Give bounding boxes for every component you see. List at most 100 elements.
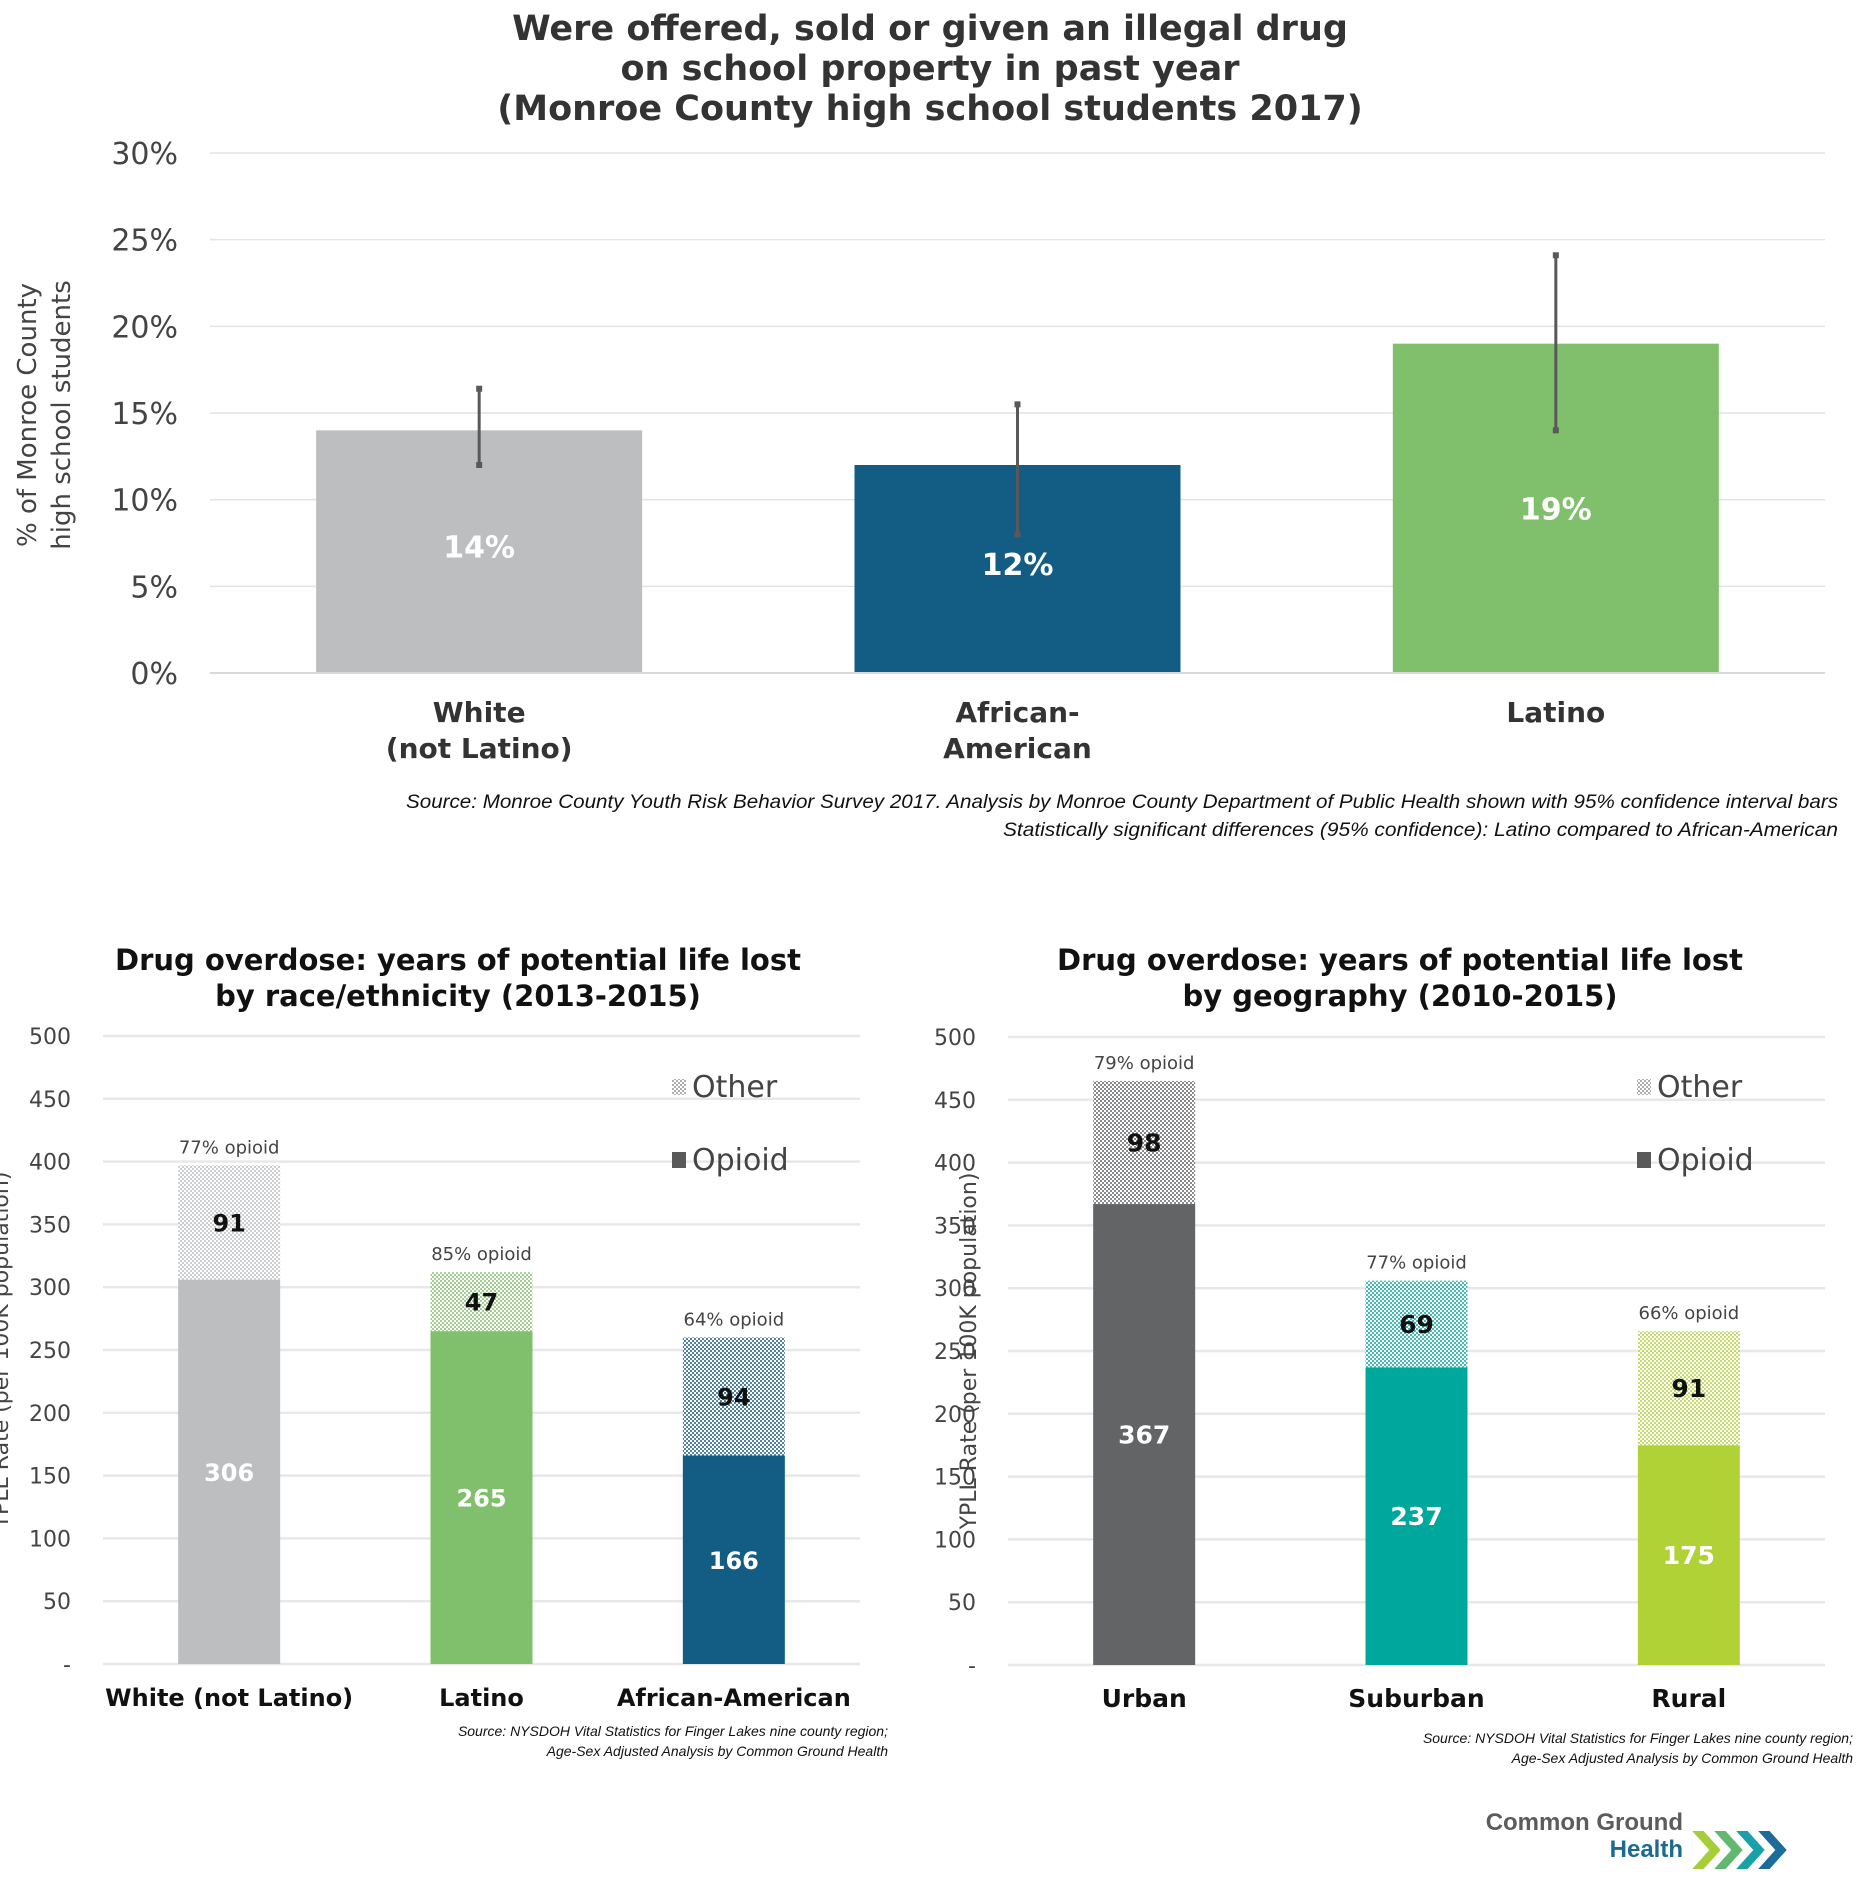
bar-segment-opioid (430, 1331, 533, 1664)
error-bar-cap (1014, 531, 1021, 538)
error-bar-cap (1552, 427, 1559, 434)
y-tick-label: 500 (934, 1026, 976, 1051)
x-tick-label: Suburban (1348, 1684, 1484, 1713)
y-tick-label: 450 (934, 1089, 976, 1114)
chart-title: Were offered, sold or given an illegal d… (512, 9, 1348, 49)
logo-text-line2: Health (1610, 1836, 1683, 1863)
chart-title: on school property in past year (620, 49, 1240, 89)
legend-swatch-opioid (1637, 1152, 1651, 1168)
source-note: Age-Sex Adjusted Analysis by Common Grou… (546, 1743, 889, 1759)
bar-segment-opioid (178, 1279, 281, 1664)
y-tick-label: 25% (111, 224, 178, 259)
source-note: Source: NYSDOH Vital Statistics for Fing… (458, 1723, 888, 1739)
data-label-opioid: 265 (456, 1485, 506, 1513)
y-tick-label: 100 (934, 1528, 976, 1553)
x-tick-label: American (943, 732, 1092, 765)
annotation-opioid-share: 77% opioid (1366, 1253, 1467, 1274)
bar-segment-opioid (1637, 1445, 1740, 1665)
y-tick-label: 350 (934, 1214, 976, 1239)
top-chart: Were offered, sold or given an illegal d… (13, 9, 1839, 841)
error-bar-cap (476, 385, 483, 392)
y-tick-label: 150 (934, 1466, 976, 1491)
data-label-opioid: 237 (1390, 1502, 1442, 1531)
legend-swatch-other (1637, 1079, 1651, 1095)
logo-chevron-icon (1753, 1829, 1790, 1871)
y-tick-label: 0% (130, 657, 178, 692)
y-tick-label: 100 (29, 1527, 71, 1552)
data-label-opioid: 175 (1663, 1541, 1715, 1570)
bar-segment-opioid (682, 1455, 785, 1664)
chart-title: Drug overdose: years of potential life l… (115, 943, 801, 977)
y-axis-label: YPLL Rate (per 100K population) (957, 1173, 982, 1531)
x-tick-label: White (not Latino) (105, 1684, 353, 1712)
chart-title: Drug overdose: years of potential life l… (1057, 943, 1743, 977)
y-tick-label: 10% (111, 484, 178, 519)
legend-swatch-opioid (672, 1152, 686, 1168)
data-label-opioid: 306 (204, 1459, 254, 1487)
legend-swatch-other (672, 1079, 686, 1095)
y-tick-label: 350 (29, 1213, 71, 1238)
y-axis-label: % of Monroe County high school students (13, 280, 77, 550)
source-note: Source: NYSDOH Vital Statistics for Fing… (1423, 1730, 1853, 1746)
error-bar-cap (1552, 252, 1559, 259)
data-label-other: 69 (1399, 1310, 1434, 1339)
bar-segment-other (178, 1165, 281, 1280)
y-tick-label: 200 (29, 1402, 71, 1427)
bar-segment-other (430, 1272, 533, 1332)
source-note: Age-Sex Adjusted Analysis by Common Grou… (1511, 1750, 1854, 1766)
bar-segment-other (682, 1337, 785, 1456)
y-axis-label-line: high school students (47, 280, 77, 550)
x-tick-label: (not Latino) (386, 732, 573, 765)
data-label: 19% (1520, 493, 1592, 528)
y-tick-label: 450 (29, 1088, 71, 1113)
chart-title: by geography (2010-2015) (1182, 979, 1617, 1013)
y-axis-label: YPLL Rate (per 100K population) (0, 1172, 14, 1530)
y-tick-label: 500 (29, 1025, 71, 1050)
logo-chevron-icon (1687, 1829, 1724, 1871)
y-tick-label: 300 (934, 1277, 976, 1302)
logo-chevron-icon (1731, 1829, 1768, 1871)
y-tick-label: 30% (111, 137, 178, 172)
annotation-opioid-share: 64% opioid (684, 1309, 785, 1330)
x-tick-label: African- (955, 696, 1079, 729)
chart-title: (Monroe County high school students 2017… (497, 89, 1363, 129)
legend-label-other: Other (692, 1070, 778, 1105)
data-label-other: 91 (212, 1210, 245, 1238)
bar-segment-other (1365, 1280, 1468, 1368)
logo-chevron-icon (1709, 1829, 1746, 1871)
legend-label-opioid: Opioid (692, 1143, 789, 1178)
legend-label-opioid: Opioid (1657, 1143, 1754, 1178)
x-tick-label: White (433, 696, 526, 729)
legend-label-other: Other (1657, 1070, 1743, 1105)
y-tick-label: 400 (29, 1151, 71, 1176)
data-label-other: 94 (717, 1383, 750, 1411)
error-bar-cap (476, 462, 483, 468)
x-tick-label: Latino (1506, 696, 1605, 729)
x-tick-label: African-American (617, 1684, 851, 1712)
geography-chart: Drug overdose: years of potential life l… (934, 943, 1853, 1766)
data-label-opioid: 367 (1118, 1421, 1170, 1450)
y-tick-label: 5% (130, 570, 178, 605)
data-label-other: 91 (1671, 1374, 1706, 1403)
y-tick-label: 15% (111, 397, 178, 432)
bar-segment-other (1093, 1080, 1196, 1205)
y-tick-label: - (968, 1654, 976, 1679)
y-tick-label: 50 (948, 1591, 976, 1616)
bar-segment-other (1637, 1330, 1740, 1446)
data-label-other: 47 (465, 1289, 498, 1317)
y-tick-label: 250 (934, 1340, 976, 1365)
bar-segment-opioid (1093, 1204, 1196, 1665)
annotation-opioid-share: 85% opioid (431, 1244, 532, 1265)
annotation-opioid-share: 77% opioid (179, 1137, 280, 1158)
y-tick-label: 150 (29, 1465, 71, 1490)
data-label: 12% (982, 548, 1054, 583)
bar (316, 430, 643, 673)
y-tick-label: 200 (934, 1403, 976, 1428)
y-axis-label-line: % of Monroe County (13, 283, 43, 547)
source-note: Statistically significant differences (9… (1003, 820, 1838, 841)
x-tick-label: Latino (439, 1684, 524, 1712)
x-tick-label: Urban (1102, 1684, 1187, 1713)
logo-text-line1: Common Ground (1486, 1809, 1683, 1836)
data-label-other: 98 (1127, 1129, 1162, 1158)
